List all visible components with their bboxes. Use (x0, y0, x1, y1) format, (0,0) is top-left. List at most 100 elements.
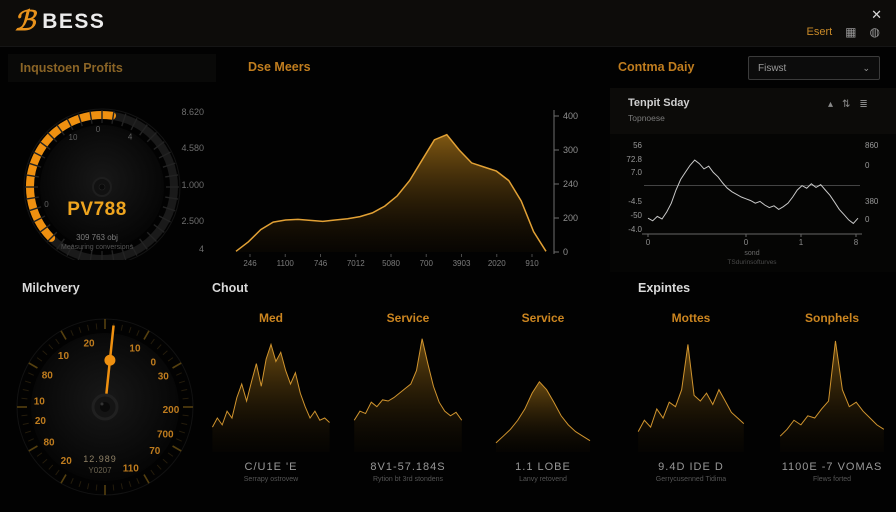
svg-text:200: 200 (163, 405, 180, 416)
svg-text:0: 0 (44, 200, 49, 209)
brand-logo-icon: ℬ (14, 6, 36, 37)
columns-icon[interactable]: ▦ (845, 25, 857, 39)
sparkline-caption: Rytion bt 3rd stondens (372, 476, 444, 483)
svg-text:110: 110 (123, 463, 140, 474)
sparkline-value: C/U1E 'E (244, 461, 298, 473)
sparkline-value: 1.1 LOBE (515, 461, 571, 473)
svg-text:-4.0: -4.0 (628, 225, 642, 234)
dial-value: 12.989 (83, 454, 117, 464)
sparkline-title: Sonphels (804, 311, 859, 325)
sparkline-title: Med (259, 311, 283, 325)
svg-text:246: 246 (243, 259, 257, 268)
dial-subvalue: Y0207 (88, 466, 112, 475)
sparkline-value: 1100E -7 VOMAS (781, 461, 883, 473)
svg-text:200: 200 (563, 213, 578, 223)
gauge-scale-label: 8.620 (181, 107, 204, 117)
svg-text:700: 700 (157, 429, 174, 440)
svg-text:10: 10 (58, 351, 70, 362)
sparkline-mottes: Mottes 9.4D IDE D Gerrycusenned Tidima (636, 308, 746, 496)
panel-title-contma: Contma Daiy (618, 60, 695, 74)
sparkline-chart (636, 334, 746, 452)
tenpit-card-title: Tenpit Sday (628, 97, 690, 109)
sparkline-chart (210, 334, 332, 452)
sparkline-service-1: Service 8V1-57.184S Rytion bt 3rd stonde… (352, 308, 464, 496)
section-title-milchvery: Milchvery (22, 281, 80, 295)
svg-text:sond: sond (744, 250, 759, 257)
close-button[interactable]: ✕ (869, 5, 884, 25)
svg-text:0: 0 (744, 238, 749, 247)
svg-text:700: 700 (420, 259, 434, 268)
sparkline-chart (778, 334, 886, 452)
svg-text:3903: 3903 (453, 259, 471, 268)
sparkline-value: 9.4D IDE D (658, 461, 724, 473)
panel-title-meers: Dse Meers (248, 60, 311, 74)
sparkline-title: Service (386, 311, 430, 325)
gauge-scale-label: 4.580 (181, 143, 204, 153)
profits-panel-header-strip (8, 54, 216, 82)
sparkline-caption: Flews forted (812, 476, 852, 483)
svg-text:910: 910 (525, 259, 539, 268)
sparkline-chart (494, 334, 592, 452)
sparkline-caption: Gerrycusenned Tidima (655, 476, 727, 483)
svg-text:2020: 2020 (488, 259, 506, 268)
brand: ℬ BESS (14, 5, 105, 39)
period-dropdown-value: Fiswst (758, 62, 787, 74)
sparkline-chart (352, 334, 464, 452)
milchvery-dial-gauge: 20 10 030 200 700 70 110 20 80 20 10 80 10 (16, 318, 194, 496)
svg-text:-4.5: -4.5 (628, 197, 642, 206)
sparkline-sonphels: Sonphels 1100E -7 VOMAS Flews forted (778, 308, 886, 496)
svg-text:1: 1 (799, 238, 804, 247)
svg-text:1100: 1100 (277, 259, 295, 268)
svg-text:0: 0 (150, 357, 156, 368)
period-dropdown[interactable]: Fiswst ⌄ (748, 56, 880, 80)
svg-text:400: 400 (563, 111, 578, 121)
svg-text:20: 20 (35, 416, 47, 427)
sparkline-caption: Lanvy retovend (519, 476, 567, 483)
gauge-scale-label: 1.000 (181, 180, 204, 190)
svg-text:7012: 7012 (347, 259, 365, 268)
svg-text:10: 10 (69, 133, 78, 142)
svg-text:0: 0 (865, 215, 870, 224)
profits-gauge-chart: 0 10 0 4 (23, 108, 181, 260)
svg-text:30: 30 (158, 372, 170, 383)
svg-text:746: 746 (314, 259, 328, 268)
menu-icon[interactable]: ≣ (859, 99, 868, 110)
sparkline-value: 8V1-57.184S (370, 461, 446, 473)
section-title-expintes: Expintes (638, 281, 691, 295)
topbar: ℬ BESS ✕ Esert ▦ ◍ (0, 0, 896, 47)
tenpit-card-subtitle: Topnoese (628, 113, 665, 123)
svg-text:0: 0 (865, 161, 870, 170)
svg-text:-50: -50 (630, 211, 642, 220)
globe-icon[interactable]: ◍ (869, 25, 880, 39)
svg-text:240: 240 (563, 179, 578, 189)
svg-text:5080: 5080 (382, 259, 400, 268)
sort-icon[interactable]: ⇅ (842, 99, 851, 110)
sparkline-med: Med C/U1E 'E Serrapy ostrovew (210, 308, 332, 496)
svg-text:380: 380 (865, 197, 879, 206)
svg-text:300: 300 (563, 145, 578, 155)
gauge-scale-label: 2.500 (181, 216, 204, 226)
gauge-scale-label: 4 (198, 244, 204, 254)
svg-text:7.0: 7.0 (631, 168, 643, 177)
tenpit-card-header (610, 88, 896, 134)
svg-text:0: 0 (563, 247, 568, 257)
sparkline-caption: Serrapy ostrovew (243, 476, 299, 483)
svg-text:0: 0 (96, 125, 101, 134)
sort-asc-icon[interactable]: ▴ (828, 99, 834, 110)
svg-text:8: 8 (854, 238, 859, 247)
gauge-value: PV788 (67, 199, 127, 220)
export-button[interactable]: Esert (806, 26, 833, 38)
svg-text:0: 0 (646, 238, 651, 247)
meers-area-chart: 400 300 240 200 0 246 1100 746 7012 5080 700 3903 20… (235, 110, 578, 268)
svg-text:20: 20 (61, 456, 73, 467)
svg-text:860: 860 (865, 141, 879, 150)
svg-text:4: 4 (128, 132, 133, 141)
sparkline-title: Mottes (671, 311, 711, 325)
section-title-chout: Chout (212, 281, 249, 295)
svg-text:72.8: 72.8 (626, 155, 642, 164)
svg-text:56: 56 (633, 141, 642, 150)
gauge-subvalue: 309 763 obj (76, 233, 118, 242)
svg-text:80: 80 (42, 371, 54, 382)
svg-text:20: 20 (83, 338, 95, 349)
